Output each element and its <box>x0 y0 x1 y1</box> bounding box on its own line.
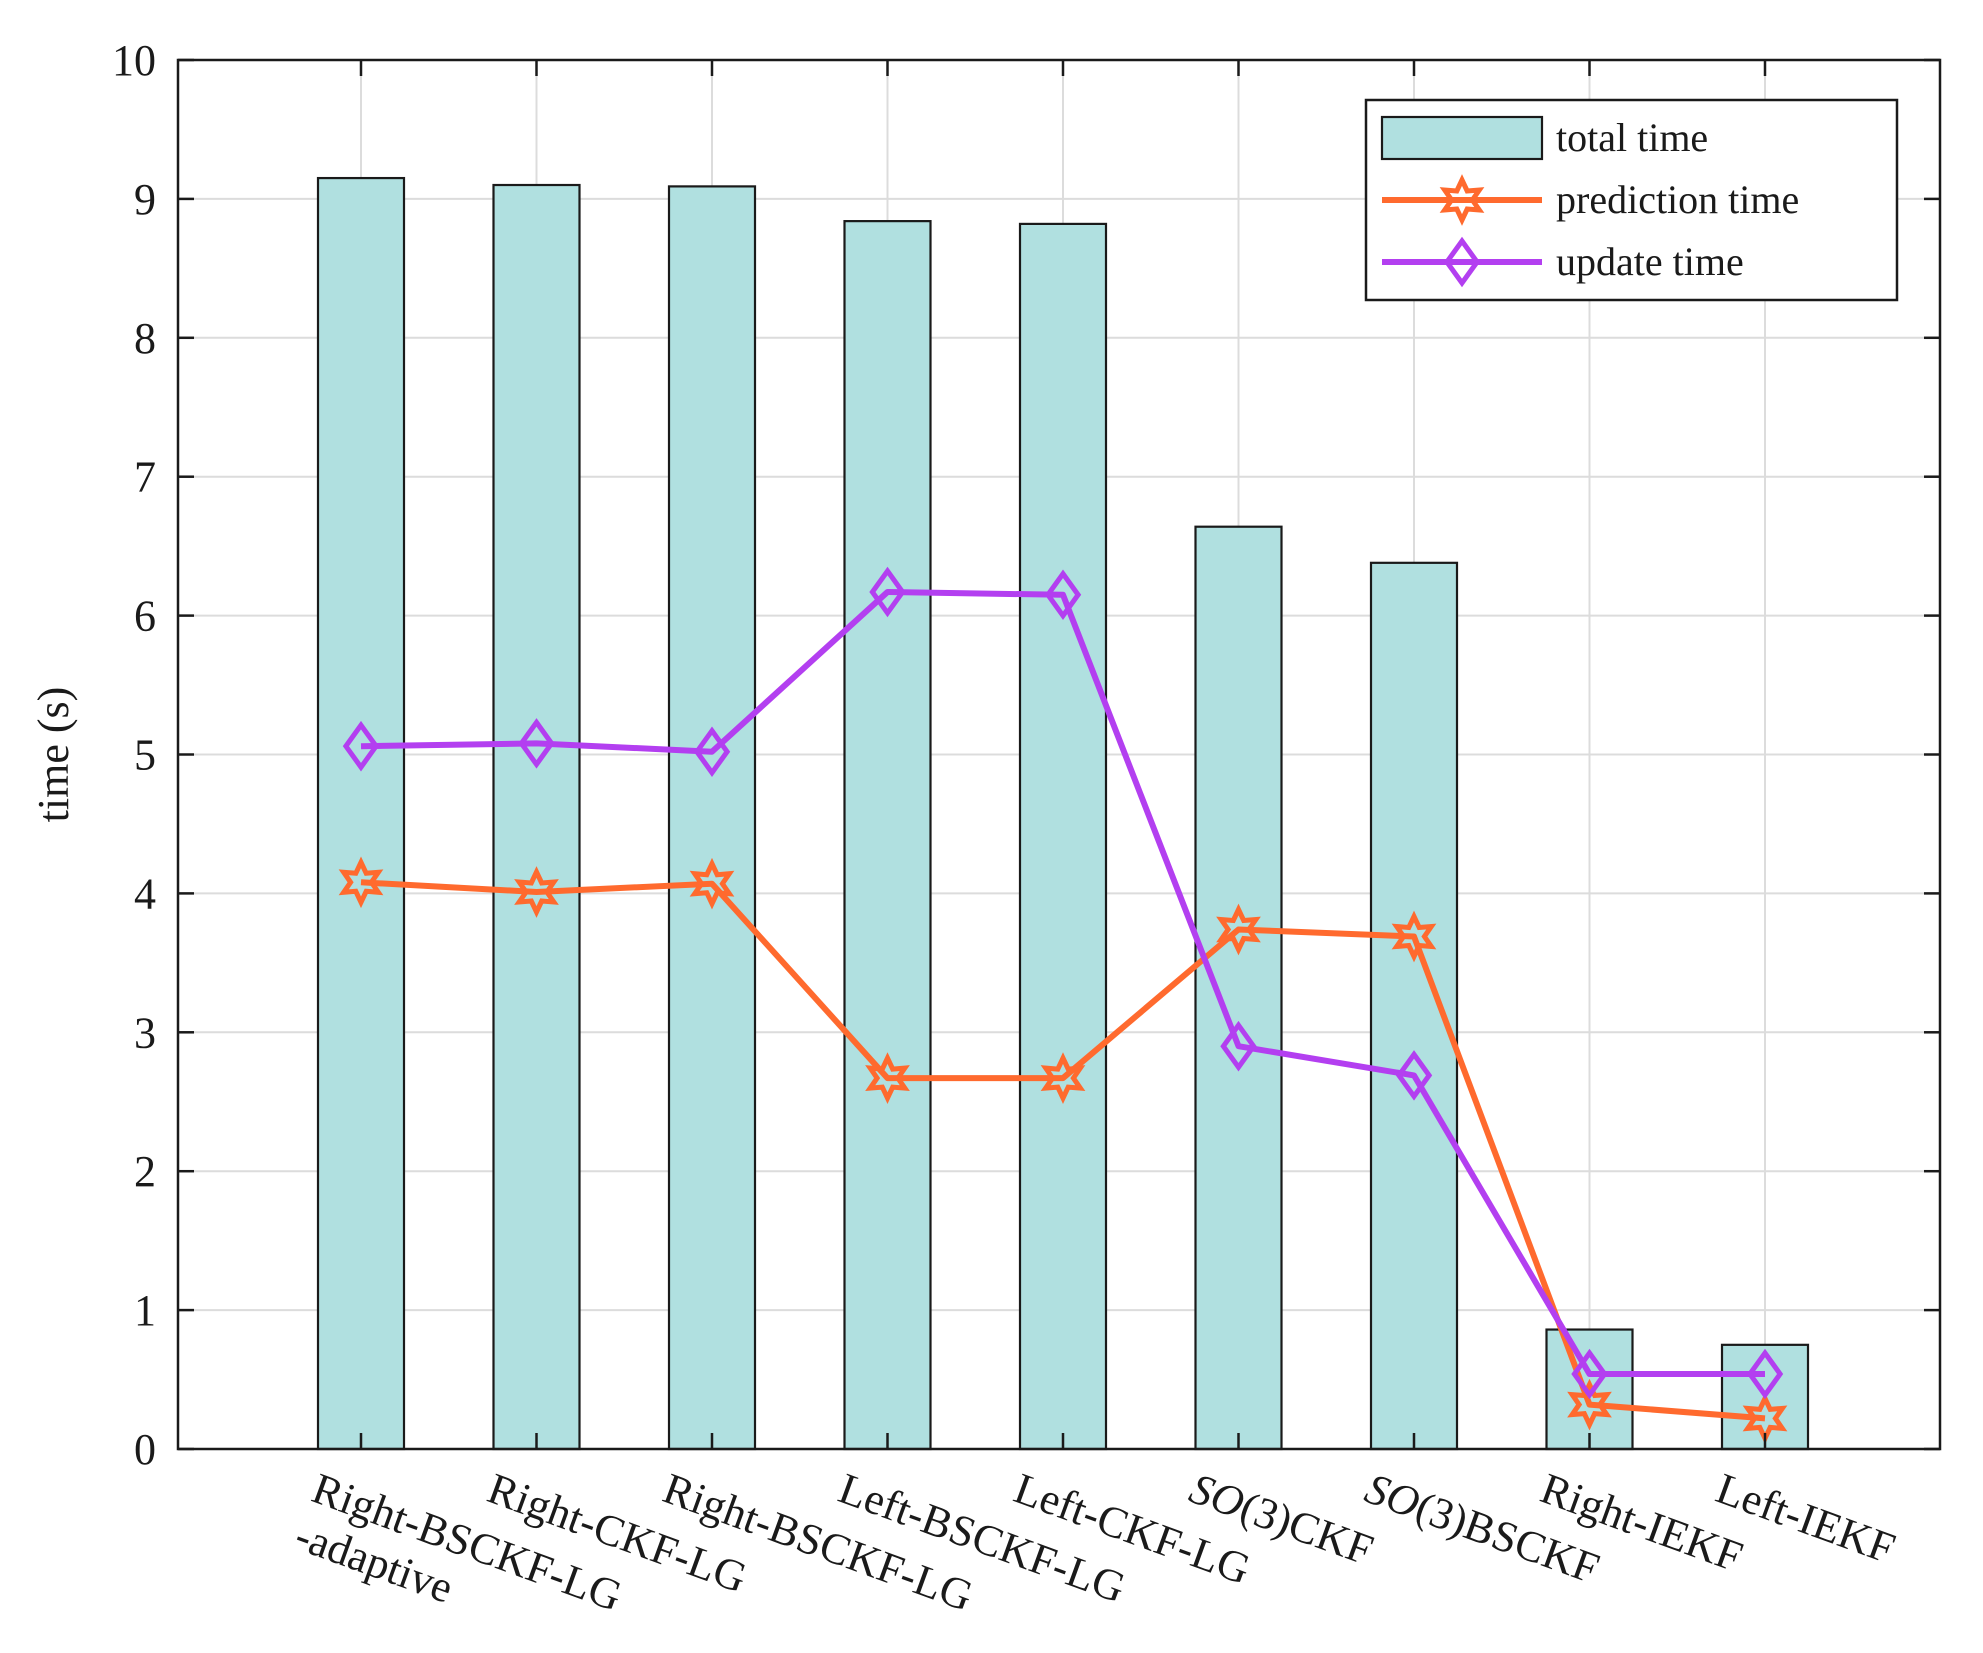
legend-swatch <box>1380 115 1544 161</box>
legend: total time prediction time update time <box>1364 98 1899 302</box>
data-point <box>518 718 555 769</box>
series-line <box>360 589 1765 1377</box>
x-tick-labels: Right-BSCKF-LG-adaptive Right-CKF-LGRight… <box>289 1464 1901 1621</box>
data-point <box>338 856 384 909</box>
data-point <box>514 866 559 918</box>
y-tick-labels: 0 1 2 3 4 5 6 7 8 9 10 <box>112 36 156 1474</box>
legend-marker <box>1439 174 1485 226</box>
data-point <box>1391 910 1437 963</box>
bar <box>316 176 406 1451</box>
data-point <box>1044 569 1082 621</box>
bar <box>843 220 932 1451</box>
data-point <box>1746 1348 1784 1400</box>
legend-label: update time <box>1556 239 1744 284</box>
y-tick-label: 8 <box>134 314 156 363</box>
data-point <box>1216 903 1261 956</box>
data-point <box>865 1052 910 1104</box>
y-tick-label: 7 <box>134 453 156 502</box>
y-tick-label: 10 <box>112 36 156 85</box>
series-markers <box>338 566 1788 1445</box>
legend-marker <box>1443 236 1481 288</box>
bar <box>1018 222 1108 1451</box>
bar <box>667 185 757 1451</box>
y-tick-label: 4 <box>134 869 156 918</box>
data-point <box>869 566 906 618</box>
data-point <box>1395 1050 1433 1101</box>
axis-ticks <box>178 58 1940 1451</box>
data-point <box>693 726 731 778</box>
data-point <box>1220 1020 1257 1072</box>
y-tick-label: 3 <box>134 1008 156 1057</box>
y-tick-label: 0 <box>134 1425 156 1474</box>
y-axis-label: time (s) <box>29 687 78 823</box>
series-lines <box>360 589 1766 1422</box>
data-point <box>1567 1378 1612 1431</box>
bar <box>492 183 581 1451</box>
y-tick-label: 1 <box>134 1286 156 1335</box>
legend-label: total time <box>1556 115 1708 160</box>
data-point <box>689 857 735 910</box>
series-line <box>360 879 1766 1422</box>
bar <box>1194 525 1283 1451</box>
data-point <box>1040 1052 1086 1104</box>
y-tick-label: 9 <box>134 175 156 224</box>
y-tick-label: 5 <box>134 731 156 780</box>
data-point <box>1571 1348 1608 1400</box>
y-tick-label: 2 <box>134 1147 156 1196</box>
bar <box>1369 561 1459 1451</box>
bars <box>316 176 1810 1451</box>
y-tick-label: 6 <box>134 592 156 641</box>
data-point <box>342 720 380 772</box>
legend-label: prediction time <box>1556 177 1799 222</box>
